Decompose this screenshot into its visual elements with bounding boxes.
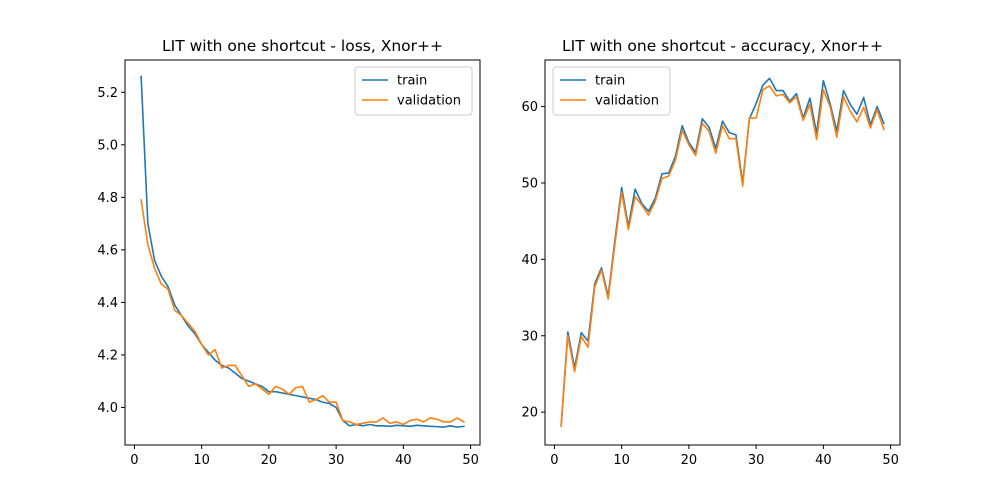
x-tick-label: 10 — [613, 453, 630, 468]
y-tick-label: 50 — [521, 176, 538, 191]
series-line-validation — [140, 199, 465, 426]
chart-title: LIT with one shortcut - loss, Xnor++ — [162, 37, 443, 55]
legend-label-validation: validation — [595, 94, 659, 109]
y-tick-label: 5.0 — [97, 138, 118, 153]
legend-label-train: train — [397, 74, 427, 89]
legend: train validation — [552, 66, 671, 116]
legend-box — [354, 66, 473, 116]
x-tick-label: 20 — [261, 453, 278, 468]
x-tick-label: 40 — [395, 453, 412, 468]
axes-frame — [124, 59, 481, 446]
x-tick-label: 40 — [815, 453, 832, 468]
x-tick-label: 10 — [193, 453, 210, 468]
legend-label-train: train — [595, 74, 625, 89]
y-tick-label: 4.0 — [97, 401, 118, 416]
series-line-validation — [560, 85, 885, 427]
y-tick-label: 4.6 — [97, 243, 118, 258]
y-tick-label: 40 — [521, 253, 538, 268]
loss-chart: LIT with one shortcut - loss, Xnor++ 0 10 2… — [97, 37, 481, 468]
y-tick-label: 30 — [521, 329, 538, 344]
legend-box — [552, 66, 671, 116]
x-tick-label: 50 — [462, 453, 479, 468]
y-tick-label: 4.2 — [97, 348, 118, 363]
x-tick-label: 30 — [748, 453, 765, 468]
y-tick-label: 5.2 — [97, 86, 118, 101]
x-tick-label: 0 — [130, 453, 138, 468]
y-tick-label: 60 — [521, 100, 538, 115]
x-tick-label: 20 — [681, 453, 698, 468]
y-tick-label: 4.8 — [97, 191, 118, 206]
y-tick-label: 20 — [521, 406, 538, 421]
axes-frame — [544, 59, 901, 446]
accuracy-chart: LIT with one shortcut - accuracy, Xnor++… — [521, 37, 901, 468]
x-tick-label: 0 — [550, 453, 558, 468]
series-line-train — [140, 75, 465, 428]
legend: train validation — [354, 66, 473, 116]
y-tick-label: 4.4 — [97, 296, 118, 311]
x-tick-label: 50 — [882, 453, 899, 468]
x-tick-label: 30 — [328, 453, 345, 468]
chart-title: LIT with one shortcut - accuracy, Xnor++ — [562, 37, 883, 55]
legend-label-validation: validation — [397, 94, 461, 109]
